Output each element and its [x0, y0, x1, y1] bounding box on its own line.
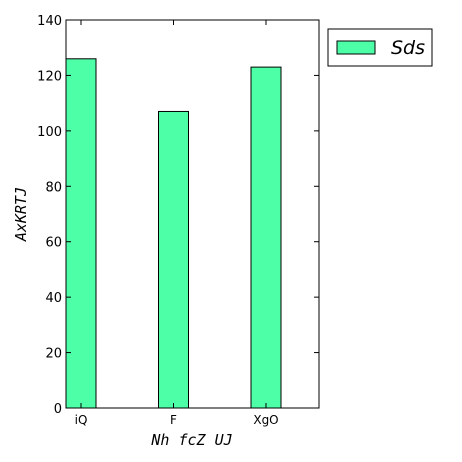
y-tick-label: 80 — [45, 180, 62, 195]
bar-iQ — [65, 58, 97, 409]
y-tick-label: 140 — [37, 14, 62, 29]
y-tick-label: 60 — [45, 236, 62, 251]
bar-XgO — [250, 66, 282, 409]
x-axis-ticks: iQ F XgO — [75, 20, 279, 427]
x-tick-label: iQ — [75, 413, 88, 427]
y-tick-label: 120 — [37, 69, 62, 84]
x-tick-label: XgO — [253, 413, 278, 427]
legend: Sds — [327, 28, 433, 67]
y-tick-label: 0 — [54, 402, 62, 417]
legend-swatch — [336, 40, 376, 55]
y-tick-label: 100 — [37, 125, 62, 140]
y-axis-ticks: 0 20 40 60 80 100 120 140 — [37, 14, 319, 417]
x-tick-label: F — [170, 413, 177, 427]
x-axis-label: Nh fcZ UJ — [150, 431, 232, 449]
y-axis-label: AxKRTJ — [12, 187, 30, 242]
plot-frame — [65, 19, 320, 409]
bars-group — [65, 58, 282, 409]
y-tick-label: 20 — [45, 347, 62, 362]
legend-label: Sds — [391, 37, 425, 59]
y-tick-label: 40 — [45, 291, 62, 306]
bar-F — [158, 110, 189, 409]
